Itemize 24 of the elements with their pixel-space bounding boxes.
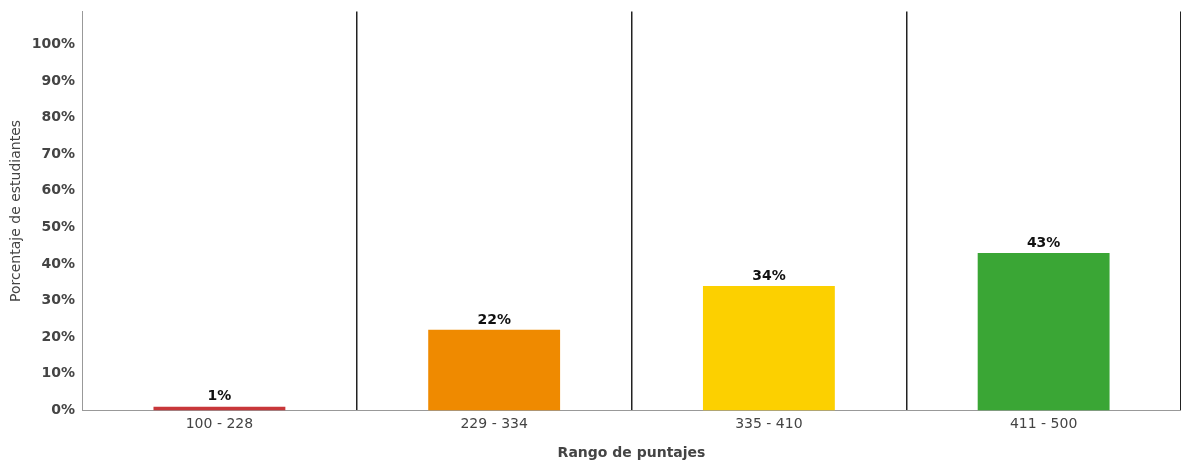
- bar: [702, 285, 835, 411]
- data-label: 1%: [207, 387, 232, 404]
- y-tick-label: 70%: [41, 144, 76, 161]
- y-tick-label: 40%: [41, 254, 76, 271]
- x-tick-label: 411 - 500: [1009, 415, 1078, 432]
- y-tick-label: 60%: [41, 181, 76, 198]
- x-tick-label: 100 - 228: [185, 415, 254, 432]
- bar: [428, 329, 561, 411]
- y-tick-label: 50%: [41, 218, 76, 235]
- y-tick-label: 80%: [41, 108, 76, 125]
- x-tick-label: 335 - 410: [735, 415, 803, 432]
- data-label: 22%: [477, 310, 511, 327]
- x-tick-label: 229 - 334: [460, 415, 528, 432]
- y-tick-label: 100%: [31, 34, 76, 51]
- bar: [977, 253, 1110, 411]
- y-tick-label: 10%: [41, 364, 76, 381]
- y-tick-label: 0%: [51, 401, 76, 418]
- data-label: 43%: [1026, 233, 1061, 250]
- y-tick-label: 90%: [41, 71, 76, 88]
- y-tick-label: 20%: [41, 327, 76, 344]
- x-axis-title: Rango de puntajes: [557, 444, 706, 461]
- y-tick-label: 30%: [41, 291, 76, 308]
- y-axis-title: Porcentaje de estudiantes: [7, 119, 24, 302]
- data-label: 34%: [752, 266, 786, 283]
